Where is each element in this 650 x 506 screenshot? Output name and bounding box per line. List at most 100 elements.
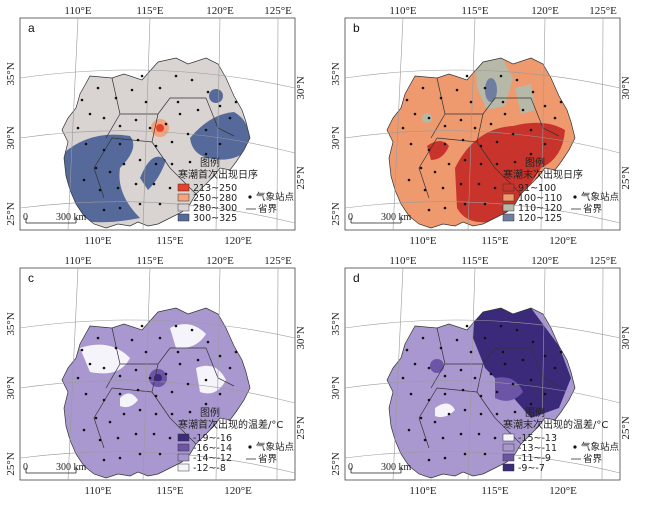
station-point xyxy=(443,206,447,210)
station-point xyxy=(463,408,467,412)
legend-station-symbol xyxy=(248,445,252,449)
station-point xyxy=(82,428,86,432)
legend-swatch xyxy=(502,193,515,202)
legend-title: 图例 xyxy=(525,406,545,419)
station-point xyxy=(503,112,507,116)
panel-b-map xyxy=(344,17,621,231)
station-point xyxy=(134,368,138,372)
panel-d-annotations: d 110°E 115°E 120°E 125°E 110°E 115°E 120°E 35°N… xyxy=(330,255,632,497)
legend-station-label: 气象站点 xyxy=(581,191,620,203)
panel-letter: b xyxy=(353,21,360,35)
station-point xyxy=(134,118,138,122)
station-point xyxy=(130,88,134,92)
lat-label-left: 35°N xyxy=(330,312,342,335)
station-point xyxy=(88,362,92,366)
station-point xyxy=(543,392,547,396)
legend-item-label: -19~-16 xyxy=(193,433,232,444)
station-point xyxy=(513,410,517,414)
station-point xyxy=(88,112,92,116)
station-point xyxy=(218,354,222,358)
panel-letter: d xyxy=(353,271,360,285)
lat-label-right: 25°N xyxy=(295,416,307,439)
station-point xyxy=(515,78,519,82)
lon-label-bottom: 120°E xyxy=(224,485,252,497)
station-point xyxy=(433,420,437,424)
legend-title: 图例 xyxy=(200,156,220,169)
meridian-line xyxy=(540,17,546,231)
panel-a-annotations: a 110°E 115°E 120°E 125°E 110°E 115°E 120°E 35°N… xyxy=(5,5,307,247)
parallel-line xyxy=(19,69,296,89)
station-point xyxy=(140,324,144,328)
meridian-line xyxy=(215,17,221,231)
meridian-line xyxy=(601,267,604,481)
station-point xyxy=(409,392,413,396)
station-point xyxy=(421,86,425,90)
station-point xyxy=(134,432,138,436)
station-point xyxy=(190,78,194,82)
station-point xyxy=(136,388,140,392)
panel-labels: a 110°E 115°E 120°E 125°E 110°E 115°E 120°E 35°N… xyxy=(5,5,632,497)
legend-item-label: -14~-12 xyxy=(193,453,232,464)
legend-subtitle: 寒潮首次出现的温差/°C xyxy=(178,418,283,431)
station-point xyxy=(218,142,222,146)
station-point xyxy=(521,108,525,112)
parallel-line xyxy=(344,130,621,154)
station-point xyxy=(102,366,106,370)
scale-label: 300 km xyxy=(381,462,412,473)
class-91-100-area xyxy=(455,122,565,223)
station-point xyxy=(234,100,238,104)
lon-label-top: 120°E xyxy=(206,255,234,267)
station-point xyxy=(234,350,238,354)
legend-swatch xyxy=(177,433,190,442)
lat-label-right: 30°N xyxy=(295,326,307,349)
lon-label-top: 125°E xyxy=(589,255,617,267)
station-point xyxy=(427,148,431,152)
lon-label-top: 120°E xyxy=(531,255,559,267)
station-point xyxy=(186,382,190,386)
class-12-8-area-4 xyxy=(120,393,138,408)
station-point xyxy=(134,182,138,186)
station-point xyxy=(477,182,481,186)
station-point xyxy=(493,186,497,190)
scale-label: 300 km xyxy=(56,212,87,223)
station-point xyxy=(80,348,84,352)
station-point xyxy=(501,350,505,354)
station-point xyxy=(176,350,180,354)
station-point xyxy=(138,158,142,162)
station-point xyxy=(559,350,563,354)
lat-label-left: 35°N xyxy=(5,312,17,335)
panel-frame xyxy=(344,17,621,231)
station-point xyxy=(401,376,405,380)
legend-item-label: 213~250 xyxy=(193,183,237,194)
station-point xyxy=(483,202,487,206)
station-point xyxy=(158,86,162,90)
lon-label-top: 115°E xyxy=(461,5,488,17)
station-point xyxy=(148,126,152,130)
station-point xyxy=(154,412,158,416)
station-point xyxy=(158,452,162,456)
legend-item-label: -11~-9 xyxy=(518,453,551,464)
station-point xyxy=(122,162,126,166)
station-point xyxy=(409,142,413,146)
panel-c-map xyxy=(19,267,296,481)
station-point xyxy=(463,158,467,162)
lat-label-left: 25°N xyxy=(5,202,17,225)
meridian-line xyxy=(67,17,79,231)
legend-border-label: 省界 xyxy=(258,453,278,465)
legend-item-label: 120~125 xyxy=(518,213,562,224)
station-point xyxy=(421,336,425,340)
class-120-125-spot xyxy=(485,78,497,102)
legend-border-label: 省界 xyxy=(583,203,603,215)
station-point xyxy=(148,376,152,380)
panel-letter: c xyxy=(28,271,34,285)
station-point xyxy=(499,324,503,328)
parallel-line xyxy=(19,380,296,404)
station-point xyxy=(479,394,483,398)
station-point xyxy=(170,162,174,166)
station-point xyxy=(493,436,497,440)
station-point xyxy=(413,362,417,366)
station-point xyxy=(455,88,459,92)
station-point xyxy=(419,416,423,420)
station-point xyxy=(122,412,126,416)
